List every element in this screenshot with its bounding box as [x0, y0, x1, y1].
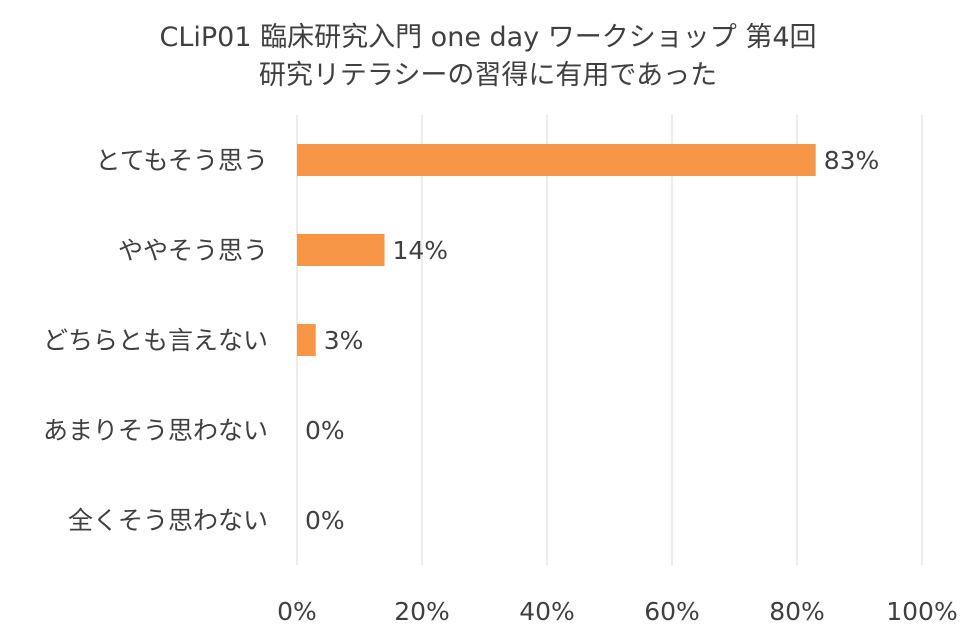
value-labels: 83% 14% 3% 0% 0% — [305, 146, 879, 535]
bar — [297, 324, 316, 356]
chart-title-line-1: CLiP01 臨床研究入門 one day ワークショップ 第4回 — [159, 22, 816, 53]
value-label: 14% — [393, 236, 449, 265]
category-label: どちらとも言えない — [43, 326, 268, 355]
bar — [297, 234, 385, 266]
chart-title-line-2: 研究リテラシーの習得に有用であった — [259, 60, 717, 91]
category-label: ややそう思う — [118, 236, 268, 265]
category-label: とてもそう思う — [95, 146, 268, 175]
x-tick-label: 0% — [277, 597, 317, 626]
bar — [297, 144, 816, 176]
bars — [297, 144, 816, 356]
gridlines — [296, 115, 923, 565]
category-label: 全くそう思わない — [68, 506, 268, 535]
category-label: あまりそう思わない — [43, 416, 268, 445]
value-label: 0% — [305, 416, 345, 445]
x-tick-label: 80% — [769, 597, 825, 626]
x-tick-label: 40% — [519, 597, 575, 626]
x-axis-tick-labels: 0% 20% 40% 60% 80% 100% — [277, 597, 958, 626]
x-tick-label: 60% — [644, 597, 700, 626]
x-tick-label: 20% — [394, 597, 450, 626]
value-label: 0% — [305, 506, 345, 535]
value-label: 3% — [324, 326, 364, 355]
value-label: 83% — [824, 146, 880, 175]
x-tick-label: 100% — [886, 597, 957, 626]
